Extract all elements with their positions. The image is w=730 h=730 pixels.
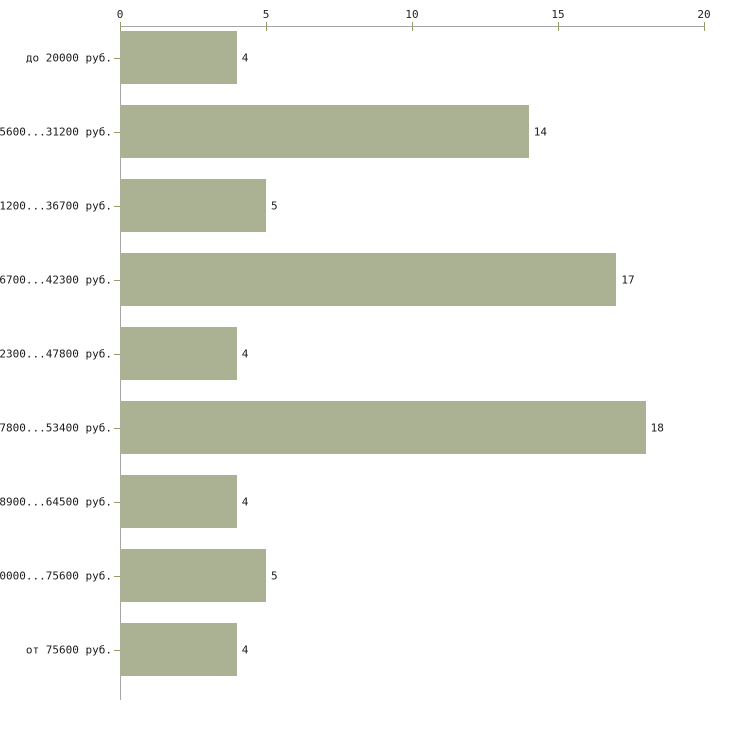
- y-axis-tick: [114, 205, 120, 207]
- x-axis-tick: [266, 22, 267, 31]
- bar: [120, 105, 529, 158]
- y-axis-tick: [114, 353, 120, 355]
- x-axis-tick: [120, 22, 121, 31]
- bar: [120, 327, 237, 380]
- x-axis-tick-label: 0: [116, 8, 124, 21]
- y-axis-category-label: 25600...31200 руб.: [0, 125, 112, 138]
- bar-value-label: 4: [241, 495, 249, 508]
- y-axis-tick: [114, 131, 120, 133]
- bar: [120, 549, 266, 602]
- y-axis-category-label: 70000...75600 руб.: [0, 569, 112, 582]
- y-axis-tick: [114, 501, 120, 503]
- x-axis-tick-label: 15: [551, 8, 565, 21]
- y-axis-category-label: 36700...42300 руб.: [0, 273, 112, 286]
- y-axis-category-label: 42300...47800 руб.: [0, 347, 112, 360]
- bar-value-label: 5: [271, 199, 278, 212]
- bar: [120, 401, 646, 454]
- y-axis-category-label: от 75600 руб.: [25, 643, 112, 656]
- bar-value-label: 4: [241, 643, 249, 656]
- bar-value-label: 4: [241, 347, 249, 360]
- x-axis-tick-label: 20: [697, 8, 711, 21]
- bar-value-label: 5: [271, 569, 278, 582]
- bar-value-label: 4: [241, 51, 249, 64]
- y-axis-category-label: до 20000 руб.: [25, 51, 112, 64]
- y-axis-tick: [114, 427, 120, 429]
- x-axis-tick-label: 10: [405, 8, 419, 21]
- y-axis-tick: [114, 575, 120, 577]
- x-axis-tick: [412, 22, 413, 31]
- y-axis-category-label: 47800...53400 руб.: [0, 421, 112, 434]
- y-axis-tick: [114, 279, 120, 281]
- bar: [120, 623, 237, 676]
- y-axis-category-label: 31200...36700 руб.: [0, 199, 112, 212]
- bar: [120, 253, 617, 306]
- y-axis-tick: [114, 57, 120, 59]
- bar: [120, 179, 266, 232]
- bar-value-label: 14: [533, 125, 548, 138]
- y-axis-tick: [114, 649, 120, 651]
- x-axis-tick-label: 5: [262, 8, 270, 21]
- bar: [120, 31, 237, 84]
- x-axis-tick: [558, 22, 559, 31]
- bar-value-label: 17: [621, 273, 635, 286]
- y-axis-category-label: 58900...64500 руб.: [0, 495, 112, 508]
- x-axis-tick: [704, 22, 705, 31]
- bar-value-label: 18: [650, 421, 664, 434]
- bar: [120, 475, 237, 528]
